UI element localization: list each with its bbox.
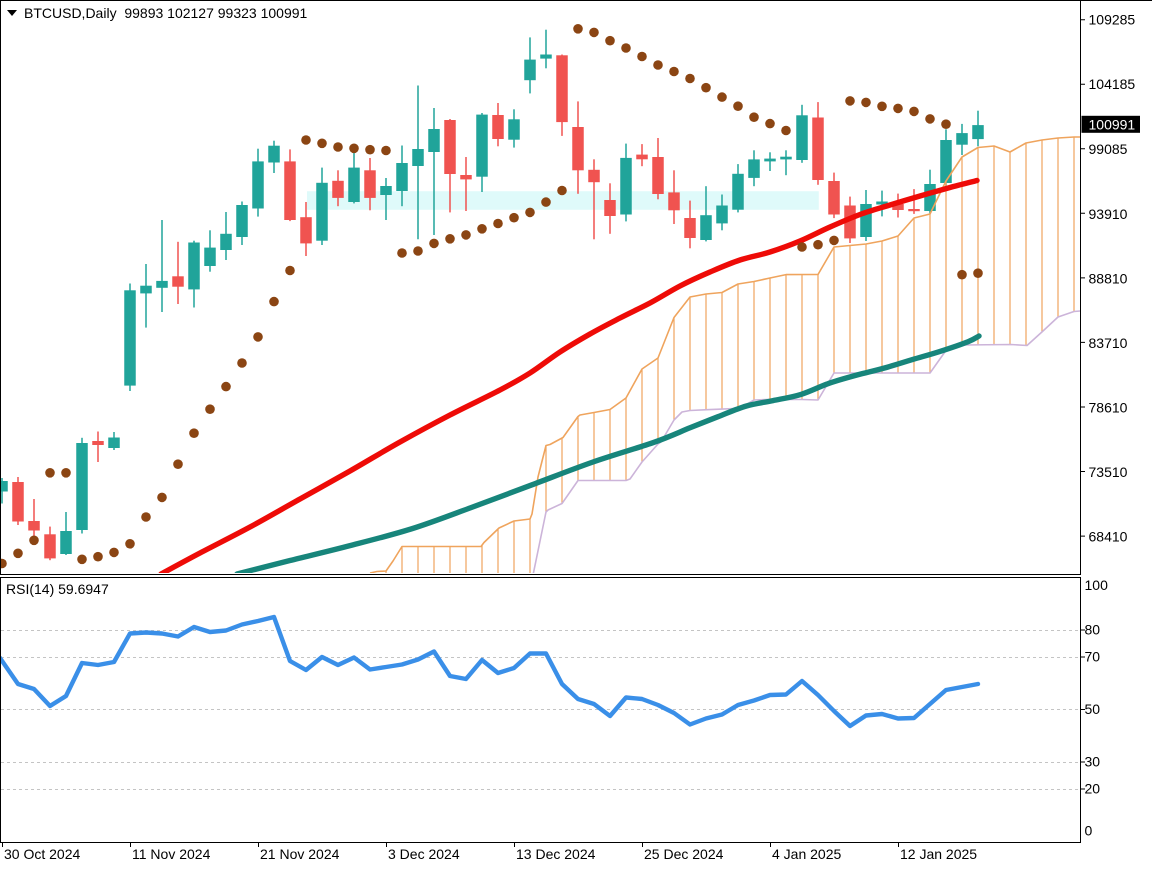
svg-text:100991: 100991 [1089, 116, 1136, 132]
svg-text:21 Nov 2024: 21 Nov 2024 [260, 846, 340, 862]
svg-text:93910: 93910 [1089, 206, 1128, 222]
svg-text:4 Jan 2025: 4 Jan 2025 [772, 846, 841, 862]
svg-text:50: 50 [1085, 701, 1101, 717]
svg-text:99085: 99085 [1089, 141, 1128, 157]
svg-text:3 Dec 2024: 3 Dec 2024 [388, 846, 460, 862]
svg-text:109285: 109285 [1089, 11, 1136, 27]
svg-text:12 Jan 2025: 12 Jan 2025 [900, 846, 977, 862]
svg-text:25 Dec 2024: 25 Dec 2024 [644, 846, 724, 862]
svg-text:RSI(14) 59.6947: RSI(14) 59.6947 [6, 581, 109, 597]
svg-text:20: 20 [1085, 781, 1101, 797]
svg-text:80: 80 [1085, 622, 1101, 638]
svg-text:68410: 68410 [1089, 529, 1128, 545]
svg-text:83710: 83710 [1089, 335, 1128, 351]
svg-text:0: 0 [1085, 823, 1093, 839]
svg-text:73510: 73510 [1089, 464, 1128, 480]
svg-text:BTCUSD,Daily 99893 102127 993: BTCUSD,Daily 99893 102127 99323 100991 [24, 5, 308, 21]
svg-text:13 Dec 2024: 13 Dec 2024 [516, 846, 596, 862]
svg-text:100: 100 [1085, 577, 1109, 593]
svg-text:30 Oct 2024: 30 Oct 2024 [4, 846, 80, 862]
svg-text:30: 30 [1085, 754, 1101, 770]
svg-text:88810: 88810 [1089, 270, 1128, 286]
svg-text:78610: 78610 [1089, 399, 1128, 415]
svg-text:11 Nov 2024: 11 Nov 2024 [132, 846, 211, 862]
svg-text:104185: 104185 [1089, 76, 1136, 92]
svg-text:70: 70 [1085, 649, 1101, 665]
